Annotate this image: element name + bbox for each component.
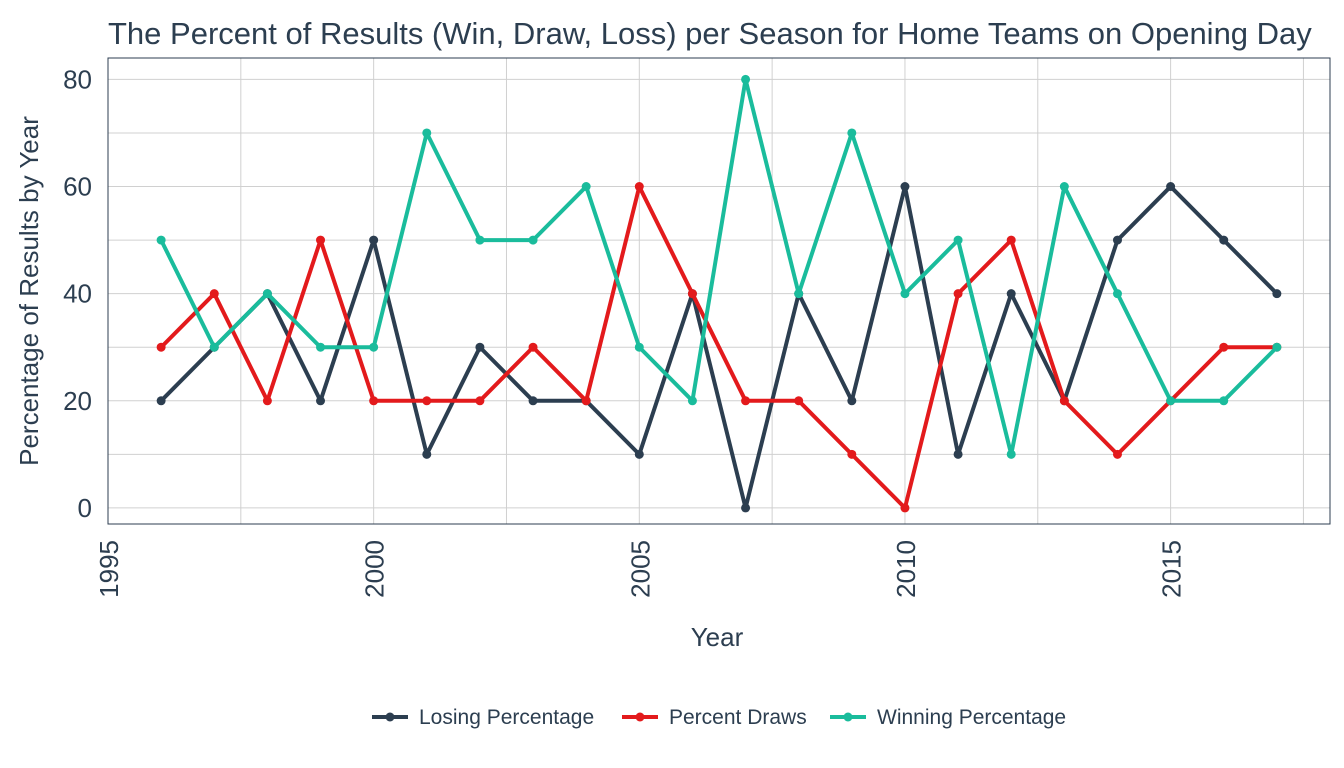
data-point bbox=[794, 289, 804, 299]
data-point bbox=[1112, 235, 1122, 245]
data-point bbox=[741, 503, 751, 513]
data-point bbox=[209, 289, 219, 299]
legend-label: Losing Percentage bbox=[419, 706, 594, 729]
data-point bbox=[1219, 342, 1229, 352]
data-point bbox=[900, 182, 910, 192]
data-point bbox=[1059, 182, 1069, 192]
data-point bbox=[1059, 396, 1069, 406]
x-tick-label: 1995 bbox=[94, 540, 124, 598]
series-line bbox=[159, 77, 1279, 457]
data-point bbox=[1272, 342, 1282, 352]
data-point bbox=[1006, 235, 1016, 245]
data-point bbox=[422, 449, 432, 459]
legend-key-point bbox=[635, 712, 645, 722]
data-point bbox=[262, 289, 272, 299]
x-axis-title: Year bbox=[691, 622, 744, 652]
y-tick-label: 40 bbox=[63, 279, 92, 309]
data-point bbox=[741, 396, 751, 406]
data-point bbox=[1219, 235, 1229, 245]
legend-item: Percent Draws bbox=[622, 706, 807, 729]
data-point bbox=[528, 342, 538, 352]
legend-label: Winning Percentage bbox=[877, 706, 1066, 729]
series-line bbox=[159, 184, 1279, 510]
grid-lines bbox=[107, 58, 1330, 524]
x-tick-label: 2005 bbox=[625, 540, 655, 598]
data-point bbox=[262, 396, 272, 406]
y-axis-title: Percentage of Results by Year bbox=[14, 116, 44, 466]
x-tick-label: 2010 bbox=[891, 540, 921, 598]
legend-key-point bbox=[385, 712, 395, 722]
series-layer bbox=[156, 74, 1282, 513]
data-point bbox=[847, 128, 857, 138]
legend-item: Winning Percentage bbox=[830, 706, 1066, 729]
chart-title: The Percent of Results (Win, Draw, Loss)… bbox=[108, 16, 1312, 51]
data-point bbox=[209, 342, 219, 352]
data-point bbox=[1006, 289, 1016, 299]
data-point bbox=[156, 235, 166, 245]
data-point bbox=[475, 342, 485, 352]
data-point bbox=[528, 396, 538, 406]
data-point bbox=[316, 235, 326, 245]
data-point bbox=[634, 182, 644, 192]
data-point bbox=[422, 128, 432, 138]
series-3 bbox=[156, 74, 1282, 459]
data-point bbox=[156, 342, 166, 352]
data-point bbox=[794, 396, 804, 406]
legend-label: Percent Draws bbox=[669, 706, 807, 729]
x-tick-label: 2000 bbox=[360, 540, 390, 598]
data-point bbox=[900, 503, 910, 513]
series-2 bbox=[156, 182, 1282, 513]
data-point bbox=[528, 235, 538, 245]
data-point bbox=[847, 449, 857, 459]
data-point bbox=[1006, 449, 1016, 459]
data-point bbox=[1112, 449, 1122, 459]
legend-item: Losing Percentage bbox=[372, 706, 594, 729]
y-tick-label: 0 bbox=[78, 493, 92, 523]
data-point bbox=[316, 342, 326, 352]
data-point bbox=[156, 396, 166, 406]
x-tick-label: 2015 bbox=[1157, 540, 1187, 598]
data-point bbox=[1112, 289, 1122, 299]
y-tick-label: 20 bbox=[63, 386, 92, 416]
data-point bbox=[581, 396, 591, 406]
data-point bbox=[316, 396, 326, 406]
data-point bbox=[741, 74, 751, 84]
y-tick-label: 80 bbox=[63, 64, 92, 94]
data-point bbox=[475, 396, 485, 406]
data-point bbox=[847, 396, 857, 406]
data-point bbox=[1272, 289, 1282, 299]
data-point bbox=[634, 342, 644, 352]
data-point bbox=[953, 235, 963, 245]
axis-tick-labels: 0 20 40 60 80 1995 2000 2005 2010 2015 bbox=[63, 64, 1187, 597]
data-point bbox=[687, 289, 697, 299]
data-point bbox=[1166, 182, 1176, 192]
data-point bbox=[687, 396, 697, 406]
data-point bbox=[1219, 396, 1229, 406]
data-point bbox=[953, 289, 963, 299]
data-point bbox=[1166, 396, 1176, 406]
legend: Losing Percentage Percent Draws Winning Pe… bbox=[372, 706, 1066, 729]
data-point bbox=[900, 289, 910, 299]
data-point bbox=[475, 235, 485, 245]
data-point bbox=[634, 449, 644, 459]
data-point bbox=[581, 182, 591, 192]
data-point bbox=[422, 396, 432, 406]
legend-key-point bbox=[843, 712, 853, 722]
data-point bbox=[369, 235, 379, 245]
y-tick-label: 60 bbox=[63, 172, 92, 202]
data-point bbox=[369, 342, 379, 352]
plot-panel-border bbox=[107, 57, 1331, 525]
data-point bbox=[369, 396, 379, 406]
data-point bbox=[953, 449, 963, 459]
